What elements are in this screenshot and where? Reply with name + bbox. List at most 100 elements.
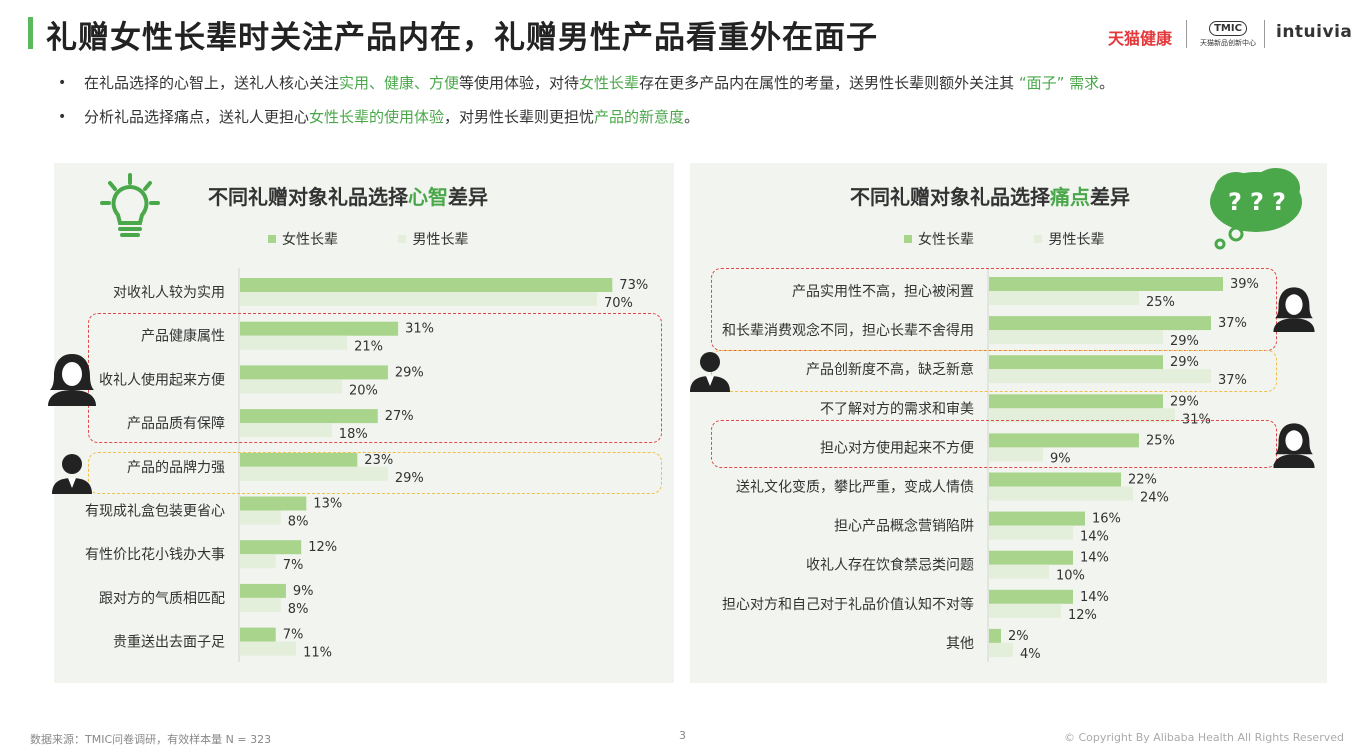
bar-male — [989, 408, 1175, 423]
female-avatar-icon — [48, 354, 96, 406]
lightbulb-icon — [100, 173, 160, 237]
value-label-female: 29% — [1170, 394, 1199, 409]
chart-title-highlight: 痛点 — [1050, 185, 1090, 209]
chart-title-text: 差异 — [1090, 185, 1130, 209]
value-label-male: 9% — [1050, 451, 1071, 466]
question-cloud-icon: ? ? ? — [1210, 168, 1302, 250]
bar-female — [989, 394, 1163, 409]
bar-male — [989, 330, 1163, 345]
value-label-female: 7% — [283, 628, 304, 643]
category-label: 送礼文化变质，攀比严重，变成人情债 — [736, 480, 974, 496]
bar-male — [240, 510, 281, 525]
bar-female — [240, 278, 613, 292]
value-label-female: 27% — [385, 409, 414, 424]
data-source-note: 数据来源：TMIC问卷调研，有效样本量 N = 323 — [30, 733, 272, 746]
brand-divider — [1186, 20, 1187, 48]
value-label-male: 8% — [288, 515, 309, 530]
category-label: 担心对方和自己对于礼品价值认知不对等 — [722, 596, 974, 613]
legend-swatch-female — [268, 235, 276, 243]
value-label-female: 14% — [1080, 590, 1109, 605]
bullet-text: 。 — [684, 108, 700, 126]
bullet-highlight: 女性长辈 — [579, 74, 640, 92]
legend-item-female: 女性长辈 — [268, 229, 338, 249]
legend-swatch-male — [1034, 235, 1043, 243]
value-label-female: 31% — [405, 322, 434, 337]
bar-male — [989, 603, 1061, 618]
value-label-male: 24% — [1140, 491, 1169, 506]
page-title: 礼赠女性长辈时关注产品内在，礼赠男性产品看重外在面子 — [46, 20, 878, 56]
bullet-text: 等使用体验，对待 — [459, 74, 580, 92]
male-highlight-box — [711, 350, 1277, 392]
bar-female — [240, 583, 286, 598]
bar-female — [989, 433, 1139, 448]
legend-label: 男性长辈 — [1048, 232, 1105, 248]
bullet-text: 分析礼品选择痛点，送礼人更担心 — [84, 108, 310, 126]
painpoint-chart-legend: 女性长辈 男性长辈 — [904, 229, 1160, 249]
bar-male — [240, 466, 388, 481]
bar-female — [240, 321, 399, 336]
tmic-logo-mark: TMIC — [1209, 21, 1247, 36]
value-label-male: 29% — [395, 471, 424, 486]
category-label: 贵重送出去面子足 — [113, 635, 225, 651]
title-accent-bar — [28, 17, 33, 49]
tmic-logo-subtitle: 天猫新品创新中心 — [1200, 39, 1256, 47]
legend-item-male: 男性长辈 — [1034, 229, 1104, 249]
bar-female — [989, 628, 1001, 643]
bar-female — [240, 540, 302, 555]
bullet-highlight: 实用、健康、方便 — [339, 74, 460, 92]
female-highlight-box — [711, 420, 1277, 468]
bar-female — [989, 316, 1211, 331]
category-label: 有现成礼盒包装更省心 — [85, 503, 225, 520]
value-label-female: 73% — [619, 278, 648, 293]
value-label-male: 31% — [1182, 412, 1211, 427]
summary-bullets: 在礼品选择的心智上，送礼人核心关注实用、健康、方便等使用体验，对待女性长辈存在更… — [58, 70, 1114, 138]
value-label-male: 10% — [1056, 569, 1085, 584]
brand-divider — [1264, 20, 1265, 48]
bar-male — [989, 642, 1013, 657]
value-label-female: 2% — [1008, 629, 1029, 644]
male-avatar-icon — [52, 454, 92, 494]
svg-text:?: ? — [1250, 188, 1264, 216]
category-label: 担心产品概念营销陷阱 — [834, 518, 974, 535]
legend-label: 女性长辈 — [282, 232, 338, 248]
category-label: 其他 — [946, 636, 974, 652]
category-label: 和长辈消费观念不同，担心长辈不舍得用 — [722, 322, 974, 339]
female-highlight-box — [711, 268, 1277, 351]
intuivia-logo: intuivia — [1276, 22, 1353, 42]
chart-title-highlight: 心智 — [408, 185, 448, 209]
bar-male — [240, 379, 342, 394]
bar-female — [989, 511, 1085, 526]
value-label-male: 37% — [1218, 373, 1247, 388]
bar-male — [240, 292, 597, 306]
bar-female — [240, 365, 388, 380]
legend-label: 男性长辈 — [412, 232, 469, 248]
bar-female — [989, 355, 1163, 370]
value-label-female: 25% — [1146, 433, 1175, 448]
value-label-female: 12% — [308, 540, 337, 555]
bullet-text: ，对男性长辈则更担忧 — [444, 108, 595, 126]
bullet-text: 。 — [1099, 74, 1115, 92]
legend-swatch-male — [398, 235, 407, 243]
value-label-female: 23% — [364, 453, 393, 468]
chart-title-text: 不同礼赠对象礼品选择 — [850, 185, 1050, 209]
male-avatar-icon — [690, 352, 730, 392]
value-label-male: 18% — [339, 427, 368, 442]
copyright-note: © Copyright By Alibaba Health All Rights… — [1063, 731, 1344, 744]
value-label-female: 29% — [395, 365, 424, 380]
category-label: 产品实用性不高，担心被闲置 — [792, 283, 974, 300]
svg-text:?: ? — [1272, 188, 1286, 216]
value-label-female: 13% — [313, 497, 342, 512]
chart-title-text: 差异 — [448, 185, 488, 209]
bar-female — [240, 452, 358, 467]
bar-female — [240, 496, 307, 511]
bar-male — [240, 554, 276, 569]
female-highlight-box — [88, 313, 662, 443]
value-label-male: 70% — [604, 296, 633, 311]
value-label-male: 29% — [1170, 334, 1199, 349]
bar-male — [240, 597, 281, 612]
bar-male — [989, 447, 1043, 462]
category-label: 跟对方的气质相匹配 — [99, 591, 225, 607]
mindset-chart-title: 不同礼赠对象礼品选择心智差异 — [208, 181, 488, 210]
value-label-female: 14% — [1080, 551, 1109, 566]
category-label: 对收礼人较为实用 — [113, 285, 225, 301]
